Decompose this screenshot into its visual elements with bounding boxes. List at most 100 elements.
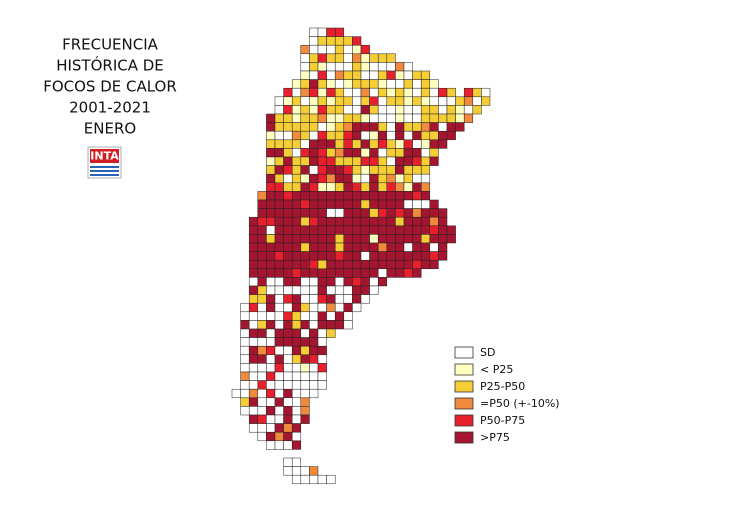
- map-cell: [403, 191, 413, 201]
- map-cell: [240, 354, 250, 364]
- map-cell: [283, 191, 293, 201]
- map-cell: [283, 431, 293, 442]
- map-cell: [369, 96, 379, 106]
- map-cell: [266, 388, 276, 399]
- map-cell: [283, 302, 293, 313]
- map-cell: [326, 285, 336, 295]
- map-cell: [317, 96, 327, 106]
- map-cell: [240, 345, 250, 356]
- map-cell: [343, 79, 353, 89]
- map-cell: [429, 251, 439, 261]
- map-cell: [291, 225, 302, 235]
- map-cell: [377, 70, 388, 80]
- map-cell: [343, 156, 353, 166]
- logo-band: [90, 149, 119, 163]
- map-cell: [291, 457, 302, 467]
- map-cell: [266, 406, 276, 416]
- map-cell: [248, 268, 259, 278]
- map-cell: [352, 173, 362, 184]
- map-cell: [395, 242, 405, 252]
- map-cell: [352, 165, 362, 175]
- map-cell: [291, 259, 302, 270]
- map-cell: [386, 148, 396, 158]
- map-cell: [395, 165, 405, 175]
- map-cell: [300, 70, 310, 80]
- map-cell: [317, 105, 327, 115]
- map-cell: [274, 294, 284, 304]
- map-cell: [291, 113, 302, 123]
- map-cell: [334, 79, 345, 89]
- map-cell: [412, 87, 422, 98]
- map-cell: [334, 302, 345, 313]
- map-cell: [352, 70, 362, 80]
- map-cell: [395, 96, 405, 106]
- map-cell: [352, 122, 362, 132]
- map-cell: [420, 165, 431, 175]
- map-cell: [240, 397, 250, 407]
- map-cell: [291, 302, 302, 313]
- map-cell: [266, 328, 276, 338]
- map-cell: [334, 191, 345, 201]
- map-cell: [300, 156, 310, 166]
- map-cell: [386, 199, 396, 209]
- map-cell: [412, 122, 422, 132]
- map-cell: [326, 62, 336, 72]
- map-cell: [300, 139, 310, 149]
- map-cell: [334, 199, 345, 209]
- legend-label: SD: [480, 346, 495, 359]
- map-cell: [326, 87, 336, 98]
- map-cell: [369, 216, 379, 227]
- map-cell: [317, 79, 327, 89]
- map-cell: [300, 199, 310, 209]
- map-cell: [317, 242, 327, 252]
- map-cell: [386, 130, 396, 141]
- map-cell: [412, 182, 422, 192]
- map-cell: [326, 199, 336, 209]
- map-cell: [377, 182, 388, 192]
- map-cell: [343, 36, 353, 46]
- map-cell: [412, 130, 422, 141]
- map-cell: [326, 208, 336, 218]
- map-cell: [446, 122, 456, 132]
- map-cell: [420, 113, 431, 123]
- map-cell: [257, 259, 267, 270]
- map-cell: [283, 294, 293, 304]
- map-cell: [309, 105, 319, 115]
- map-cell: [446, 234, 456, 244]
- map-cell: [343, 44, 353, 55]
- map-cell: [309, 277, 319, 287]
- map-cell: [352, 156, 362, 166]
- map-cell: [274, 285, 284, 295]
- map-cell: [352, 251, 362, 261]
- map-cell: [438, 208, 448, 218]
- map-cell: [334, 44, 345, 55]
- map-cell: [343, 199, 353, 209]
- map-cell: [317, 36, 327, 46]
- map-cell: [369, 234, 379, 244]
- map-cell: [343, 259, 353, 270]
- map-cell: [309, 302, 319, 313]
- map-cell: [283, 165, 293, 175]
- map-cell: [412, 173, 422, 184]
- map-cell: [377, 87, 388, 98]
- map-cell: [300, 130, 310, 141]
- map-cell: [420, 225, 431, 235]
- map-cell: [369, 79, 379, 89]
- map-cell: [438, 113, 448, 123]
- map-cell: [429, 225, 439, 235]
- map-cell: [395, 62, 405, 72]
- map-cell: [283, 122, 293, 132]
- map-cell: [248, 277, 259, 287]
- map-cell: [291, 130, 302, 141]
- map-cell: [334, 320, 345, 330]
- map-cell: [352, 96, 362, 106]
- map-cell: [309, 62, 319, 72]
- map-cell: [481, 87, 491, 98]
- map-cell: [317, 354, 327, 364]
- map-cell: [317, 216, 327, 227]
- map-cell: [403, 156, 413, 166]
- map-cell: [300, 388, 310, 399]
- map-cell: [403, 216, 413, 227]
- map-cell: [291, 182, 302, 192]
- map-cell: [463, 113, 474, 123]
